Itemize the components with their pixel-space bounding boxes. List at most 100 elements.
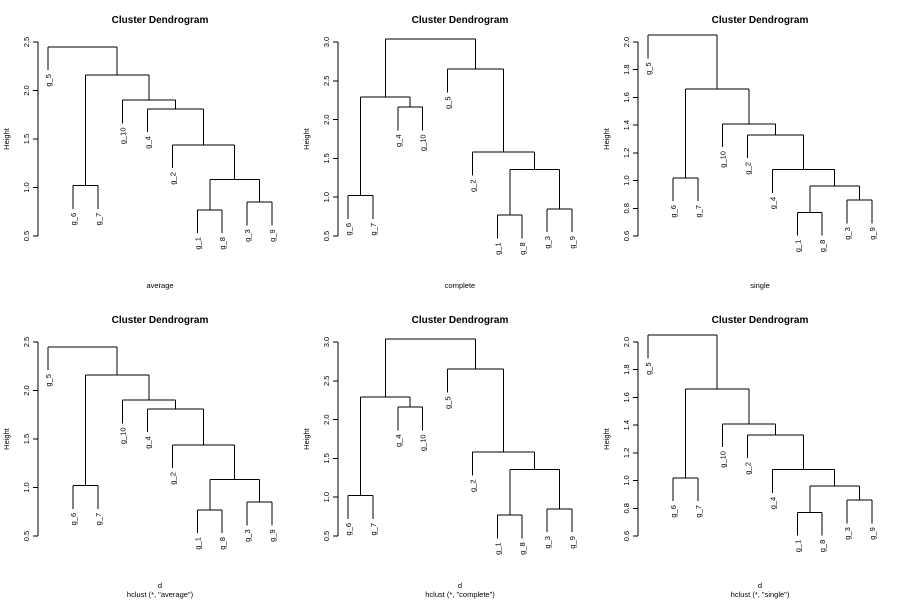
y-tick-label: 1.0 [22,482,31,492]
leaf-label: g_10 [119,127,128,144]
y-tick-label: 2.0 [22,85,31,95]
leaf-label: g_9 [868,227,877,240]
y-tick-label: 1.2 [622,448,631,458]
x-axis-label: single [750,281,770,290]
leaf-label: g_4 [144,136,153,149]
y-axis-label: Height [602,127,611,150]
leaf-label: g_10 [119,427,128,444]
leaf-label: g_1 [793,540,802,553]
leaf-label: g_7 [94,513,103,526]
y-tick-label: 2.0 [322,414,331,424]
y-tick-label: 1.0 [322,492,331,502]
y-tick-label: 1.4 [622,120,631,130]
leaf-label: g_8 [518,242,527,255]
dendrogram-panel-6: Cluster Dendrogram 0.6 0.8 1.0 1.2 1.4 1.6 1.8 2… [602,315,877,599]
dendrogram-panel-4: Cluster Dendrogram 0.5 1.0 1.5 2.0 2.5 Height d… [2,315,277,599]
y-tick-label: 2.5 [22,37,31,47]
leaf-label: g_3 [243,529,252,542]
y-axis-label: Height [302,127,311,150]
y-axis-label: Height [302,427,311,450]
y-tick-label: 1.8 [622,364,631,374]
leaf-label: g_4 [768,497,777,510]
y-tick-label: 3.0 [322,37,331,47]
y-tick-label: 1.8 [622,64,631,74]
leaf-label: g_7 [694,205,703,218]
y-tick-label: 0.6 [622,531,631,541]
leaf-label: g_6 [669,505,678,518]
leaf-label: g_6 [669,205,678,218]
leaf-label: g_3 [843,527,852,540]
leaf-label: g_3 [543,536,552,549]
y-tick-label: 0.5 [322,531,331,541]
leaf-label: g_2 [168,172,177,185]
leaf-label: g_8 [218,537,227,550]
leaf-label: g_1 [493,242,502,255]
y-tick-label: 0.8 [622,503,631,513]
y-tick-label: 1.6 [622,392,631,402]
leaf-label: g_2 [744,162,753,175]
leaf-label: g_4 [144,436,153,449]
leaf-label: g_2 [168,472,177,485]
y-tick-label: 2.5 [322,376,331,386]
leaf-label: g_8 [818,540,827,553]
x-axis-label: d [158,581,162,590]
leaf-label: g_9 [268,229,277,242]
y-tick-label: 0.5 [22,531,31,541]
leaf-label: g_4 [394,434,403,447]
y-tick-label: 2.5 [322,76,331,86]
x-axis-label: d [758,581,762,590]
chart-subtitle: hclust (*, "complete") [425,590,495,599]
y-tick-label: 2.0 [622,37,631,47]
y-tick-label: 1.5 [322,153,331,163]
leaf-label: g_8 [518,542,527,555]
dendrogram-panel-5: Cluster Dendrogram 0.5 1.0 1.5 2.0 2.5 3.0 Heig… [302,315,577,599]
leaf-label: g_4 [394,134,403,147]
chart-subtitle: hclust (*, "single") [731,590,790,599]
y-tick-label: 2.5 [22,337,31,347]
leaf-label: g_6 [69,213,78,226]
leaf-label: g_7 [694,505,703,518]
y-tick-label: 1.5 [22,434,31,444]
y-tick-label: 2.0 [322,114,331,124]
leaf-label: g_6 [344,523,353,536]
leaf-label: g_2 [468,479,477,492]
chart-title: Cluster Dendrogram [412,15,509,26]
leaf-label: g_5 [444,96,453,109]
leaf-label: g_3 [243,229,252,242]
y-tick-label: 1.4 [622,420,631,430]
y-tick-label: 1.0 [622,475,631,485]
y-tick-label: 2.0 [622,337,631,347]
leaf-label: g_9 [568,536,577,549]
dendrogram-panel-1: Cluster Dendrogram 0.5 1.0 1.5 2.0 2.5 Height a… [2,15,277,290]
y-tick-label: 1.2 [622,148,631,158]
y-tick-label: 3.0 [322,337,331,347]
y-tick-label: 1.0 [322,192,331,202]
chart-title: Cluster Dendrogram [112,315,209,326]
leaf-label: g_7 [369,223,378,236]
x-axis-label: average [146,281,173,290]
leaf-label: g_7 [94,213,103,226]
y-axis-label: Height [602,427,611,450]
chart-title: Cluster Dendrogram [412,315,509,326]
leaf-label: g_6 [69,513,78,526]
y-tick-label: 1.0 [622,175,631,185]
y-axis-label: Height [2,427,11,450]
y-axis-label: Height [2,127,11,150]
y-tick-label: 0.5 [22,231,31,241]
leaf-label: g_5 [644,362,653,375]
x-axis-label: d [458,581,462,590]
leaf-label: g_9 [268,529,277,542]
leaf-label: g_8 [218,237,227,250]
chart-title: Cluster Dendrogram [712,15,809,26]
leaf-label: g_5 [644,62,653,75]
leaf-label: g_3 [543,236,552,249]
leaf-label: g_10 [719,151,728,168]
leaf-label: g_9 [868,527,877,540]
y-tick-label: 1.5 [22,134,31,144]
leaf-label: g_10 [419,134,428,151]
y-tick-label: 0.8 [622,203,631,213]
y-tick-label: 0.5 [322,231,331,241]
leaf-label: g_1 [193,237,202,250]
leaf-label: g_10 [719,451,728,468]
